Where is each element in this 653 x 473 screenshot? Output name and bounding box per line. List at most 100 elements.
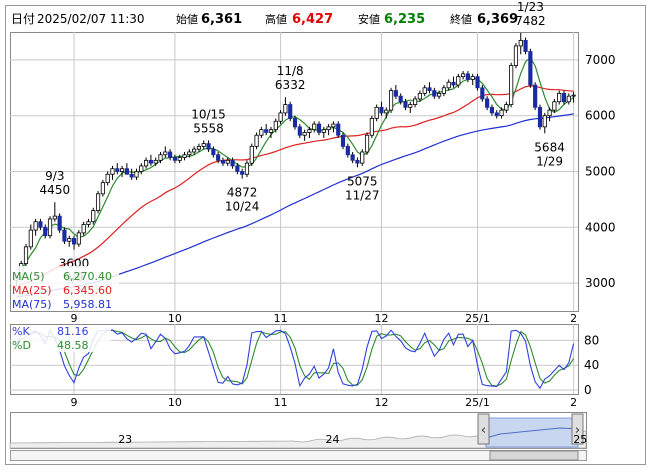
candle-body[interactable] [417, 92, 422, 100]
candle-body[interactable] [557, 92, 562, 103]
candle-body[interactable] [340, 134, 346, 147]
candle-body[interactable] [437, 92, 442, 97]
candle-body[interactable] [312, 123, 317, 131]
price-panel[interactable]: 300040005000600070009/3445036009/910/155… [10, 0, 616, 325]
candle-body[interactable] [129, 173, 134, 178]
candle-body[interactable] [91, 210, 96, 223]
candle-body[interactable] [297, 126, 302, 136]
candle-body[interactable] [57, 215, 62, 231]
candle-body[interactable] [292, 118, 298, 128]
candle-body[interactable] [475, 76, 480, 89]
candle-body[interactable] [168, 151, 173, 158]
candle-body[interactable] [509, 65, 514, 105]
candle-body[interactable] [461, 73, 466, 78]
candle-body[interactable] [115, 168, 120, 172]
candle-body[interactable] [230, 159, 235, 167]
candle-body[interactable] [264, 129, 269, 133]
candle-body[interactable] [124, 168, 129, 175]
stochastic-panel[interactable]: 0 40 80 %K 81.16 %D 48.58 9 10 11 12 25/1 2 [10, 324, 599, 409]
candle-body[interactable] [268, 129, 274, 133]
candle-body[interactable] [81, 224, 86, 234]
candle-body[interactable] [33, 221, 38, 231]
navigator-right-handle[interactable] [571, 413, 584, 445]
candle-body[interactable] [172, 157, 177, 161]
candle-body[interactable] [177, 157, 182, 161]
candle-body[interactable] [384, 109, 389, 114]
candle-body[interactable] [398, 95, 403, 103]
navigator-left-handle[interactable] [477, 413, 490, 445]
candle-body[interactable] [95, 193, 101, 211]
candle-body[interactable] [388, 90, 394, 111]
candle-body[interactable] [206, 143, 211, 150]
candle-body[interactable] [499, 109, 504, 117]
candle-body[interactable] [533, 84, 538, 108]
candle-body[interactable] [220, 159, 226, 164]
candle-body[interactable] [547, 109, 552, 117]
candle-body[interactable] [28, 229, 33, 248]
candle-body[interactable] [235, 165, 240, 172]
candle-body[interactable] [201, 143, 206, 147]
candle-body[interactable] [446, 81, 451, 89]
candle-body[interactable] [432, 90, 437, 97]
candle-body[interactable] [504, 104, 509, 111]
candle-body[interactable] [196, 145, 202, 150]
candle-body[interactable] [86, 221, 91, 225]
candle-body[interactable] [470, 76, 475, 80]
candle-body[interactable] [139, 165, 144, 172]
candle-body[interactable] [76, 232, 81, 245]
candle-body[interactable] [244, 162, 250, 175]
candle-body[interactable] [316, 123, 322, 133]
candle-body[interactable] [254, 134, 259, 147]
candle-body[interactable] [552, 101, 557, 111]
candle-body[interactable] [302, 132, 307, 136]
candle-body[interactable] [379, 106, 384, 114]
candle-body[interactable] [456, 76, 461, 86]
candle-body[interactable] [355, 159, 360, 164]
navigator-selection[interactable] [485, 417, 579, 448]
range-navigator[interactable]: ‹ › 23 24 25 [9, 412, 587, 461]
candle-body[interactable] [110, 168, 115, 175]
candle-body[interactable] [513, 45, 519, 66]
candle-body[interactable] [480, 87, 485, 100]
candle-body[interactable] [134, 171, 139, 178]
candle-body[interactable] [105, 173, 110, 184]
candle-body[interactable] [441, 87, 446, 94]
candle-body[interactable] [571, 94, 576, 97]
candle-body[interactable] [67, 238, 72, 242]
candle-body[interactable] [427, 87, 432, 91]
candle-body[interactable] [494, 112, 499, 117]
candle-body[interactable] [43, 226, 48, 237]
candle-body[interactable] [422, 87, 427, 94]
candle-body[interactable] [451, 81, 456, 86]
candle-body[interactable] [148, 159, 153, 164]
candle-body[interactable] [331, 123, 336, 128]
candle-body[interactable] [523, 39, 528, 52]
candle-body[interactable] [119, 168, 125, 172]
candle-body[interactable] [273, 120, 278, 131]
candle-body[interactable] [158, 154, 163, 161]
navigator-scrollbar-track[interactable] [10, 450, 587, 461]
candle-body[interactable] [566, 95, 571, 103]
candle-body[interactable] [518, 39, 523, 47]
candle-body[interactable] [182, 154, 187, 158]
navigator-scrollbar-thumb[interactable] [489, 450, 579, 461]
candle-body[interactable] [249, 145, 254, 164]
candle-body[interactable] [537, 106, 543, 128]
candle-body[interactable] [528, 51, 533, 86]
candle-body[interactable] [259, 129, 264, 136]
candle-body[interactable] [403, 101, 408, 108]
candle-body[interactable] [47, 218, 53, 237]
candle-body[interactable] [345, 145, 350, 156]
candle-body[interactable] [321, 129, 326, 133]
candle-body[interactable] [187, 151, 192, 156]
candle-body[interactable] [369, 118, 374, 136]
candle-body[interactable] [350, 154, 355, 161]
candle-body[interactable] [144, 159, 149, 167]
candle-body[interactable] [485, 98, 490, 108]
candle-body[interactable] [211, 148, 216, 156]
candle-body[interactable] [364, 134, 370, 153]
candle-body[interactable] [561, 92, 567, 103]
candle-body[interactable] [38, 221, 43, 228]
candle-body[interactable] [360, 151, 365, 164]
candle-body[interactable] [52, 215, 57, 220]
